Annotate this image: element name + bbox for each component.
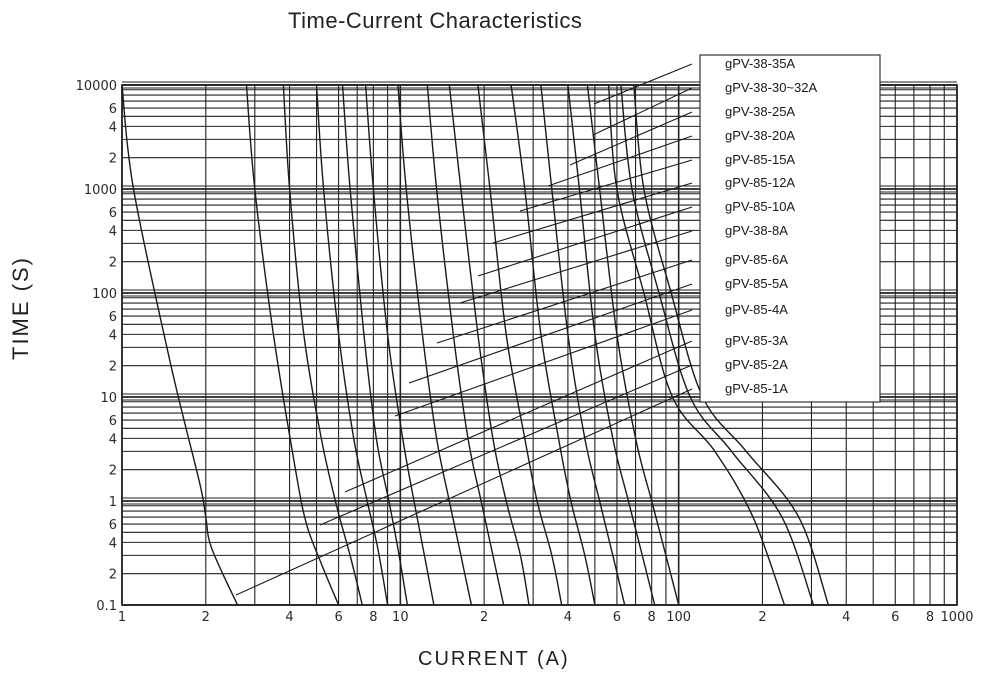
y-tick-label: 4 (109, 120, 117, 135)
x-tick-label: 2 (480, 610, 488, 625)
series-curve (121, 84, 239, 606)
legend-leader-line (235, 388, 693, 596)
series-curve (426, 84, 505, 606)
x-tick-label: 1000 (940, 610, 973, 625)
y-tick-label: 6 (109, 206, 117, 221)
series-curve (510, 84, 596, 606)
legend-entry: gPV-85-15A (725, 152, 795, 167)
x-tick-label: 8 (926, 610, 934, 625)
y-tick-label: 4 (109, 328, 117, 343)
legend-leader-line (477, 206, 693, 277)
x-tick-label: 6 (891, 610, 899, 625)
legend-entry: gPV-38-8A (725, 223, 788, 238)
series-curve (586, 84, 680, 606)
y-tick-label: 2 (109, 256, 117, 271)
x-tick-label: 4 (842, 610, 850, 625)
series-curve (448, 84, 530, 606)
legend-entry: gPV-85-5A (725, 276, 788, 291)
y-tick-label: 6 (109, 518, 117, 533)
legend-leader-line (547, 135, 693, 187)
chart-title: Time-Current Characteristics (288, 8, 583, 33)
legend-leader-line (519, 159, 693, 212)
legend-box (699, 54, 881, 403)
legend-entry: gPV-38-30~32A (725, 80, 817, 95)
legend-entry: gPV-85-12A (725, 175, 795, 190)
y-tick-label: 6 (109, 102, 117, 117)
series-curve (315, 84, 389, 606)
legend-entry: gPV-85-2A (725, 357, 788, 372)
legend-entry: gPV-85-1A (725, 381, 788, 396)
y-tick-label: 2 (109, 360, 117, 375)
series-curve (540, 84, 626, 606)
legend-leader-line (569, 111, 693, 166)
legend-entry: gPV-85-10A (725, 199, 795, 214)
series-curve (633, 84, 830, 606)
x-tick-label: 100 (666, 610, 691, 625)
y-tick-label: 6 (109, 414, 117, 429)
legend-leader-line (408, 283, 693, 384)
legend-entry: gPV-38-35A (725, 56, 795, 71)
y-tick-label: 4 (109, 432, 117, 447)
y-tick-label: 4 (109, 224, 117, 239)
x-tick-label: 2 (758, 610, 766, 625)
legend-leader-line (592, 87, 693, 136)
series-curve (364, 84, 435, 606)
x-tick-label: 4 (285, 610, 293, 625)
legend-leader-line (436, 259, 693, 344)
legend-leader-line (319, 364, 693, 526)
series-curve (341, 84, 409, 606)
y-tick-label: 2 (109, 152, 117, 167)
series-curve (282, 84, 363, 606)
x-tick-label: 1 (118, 610, 126, 625)
x-tick-label: 6 (334, 610, 342, 625)
x-tick-label: 6 (613, 610, 621, 625)
legend-leader-line (492, 182, 693, 244)
series-curve (245, 84, 340, 606)
legend-leader-line (394, 309, 693, 417)
y-tick-label: 1 (109, 495, 117, 510)
series-curve (397, 84, 473, 606)
y-tick-label: 100 (92, 287, 117, 302)
y-tick-label: 2 (109, 568, 117, 583)
legend-entry: gPV-38-25A (725, 104, 795, 119)
legend-entry: gPV-85-6A (725, 252, 788, 267)
legend-leader-line (459, 230, 693, 304)
legend-leader-line (344, 340, 693, 493)
x-tick-label: 10 (392, 610, 409, 625)
x-tick-label: 2 (202, 610, 210, 625)
y-tick-label: 6 (109, 310, 117, 325)
legend-entry: gPV-85-4A (725, 302, 788, 317)
y-tick-label: 4 (109, 536, 117, 551)
plot-frame (121, 84, 958, 606)
series-curve (620, 84, 815, 606)
x-tick-label: 8 (369, 610, 377, 625)
x-tick-label: 4 (564, 610, 572, 625)
legend-entry: gPV-38-20A (725, 128, 795, 143)
x-tick-label: 8 (648, 610, 656, 625)
series-curve (567, 84, 656, 606)
y-tick-label: 1000 (84, 183, 117, 198)
legend-leader-line (593, 63, 693, 105)
x-axis-label: CURRENT (A) (418, 648, 570, 670)
y-tick-label: 2 (109, 464, 117, 479)
y-tick-label: 10 (100, 391, 117, 406)
y-tick-label: 10000 (76, 79, 117, 94)
y-tick-label: 0.1 (96, 599, 117, 614)
series-curve (477, 84, 563, 606)
series-curve (607, 84, 786, 606)
legend-entry: gPV-85-3A (725, 333, 788, 348)
